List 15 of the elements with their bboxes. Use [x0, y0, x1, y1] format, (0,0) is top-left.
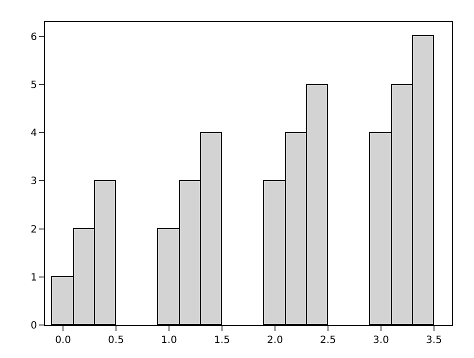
- y-tick-label: 5: [30, 80, 37, 92]
- y-tick-label: 0: [30, 320, 37, 332]
- x-tick-label: 1.0: [161, 335, 177, 346]
- x-tick-label: 1.5: [214, 335, 230, 346]
- x-tick-label: 3.0: [373, 335, 389, 346]
- y-tick-label: 2: [30, 224, 37, 236]
- y-tick-label: 4: [30, 128, 37, 140]
- x-tick-label: 0.5: [108, 335, 124, 346]
- x-tick-label: 0.0: [55, 335, 71, 346]
- y-tick-label: 3: [30, 176, 37, 188]
- x-tick-label: 3.5: [426, 335, 442, 346]
- y-tick-label: 1: [30, 272, 37, 284]
- y-tick-label: 6: [30, 32, 37, 43]
- x-tick-label: 2.5: [320, 335, 336, 346]
- x-tick-label: 2.0: [267, 335, 283, 346]
